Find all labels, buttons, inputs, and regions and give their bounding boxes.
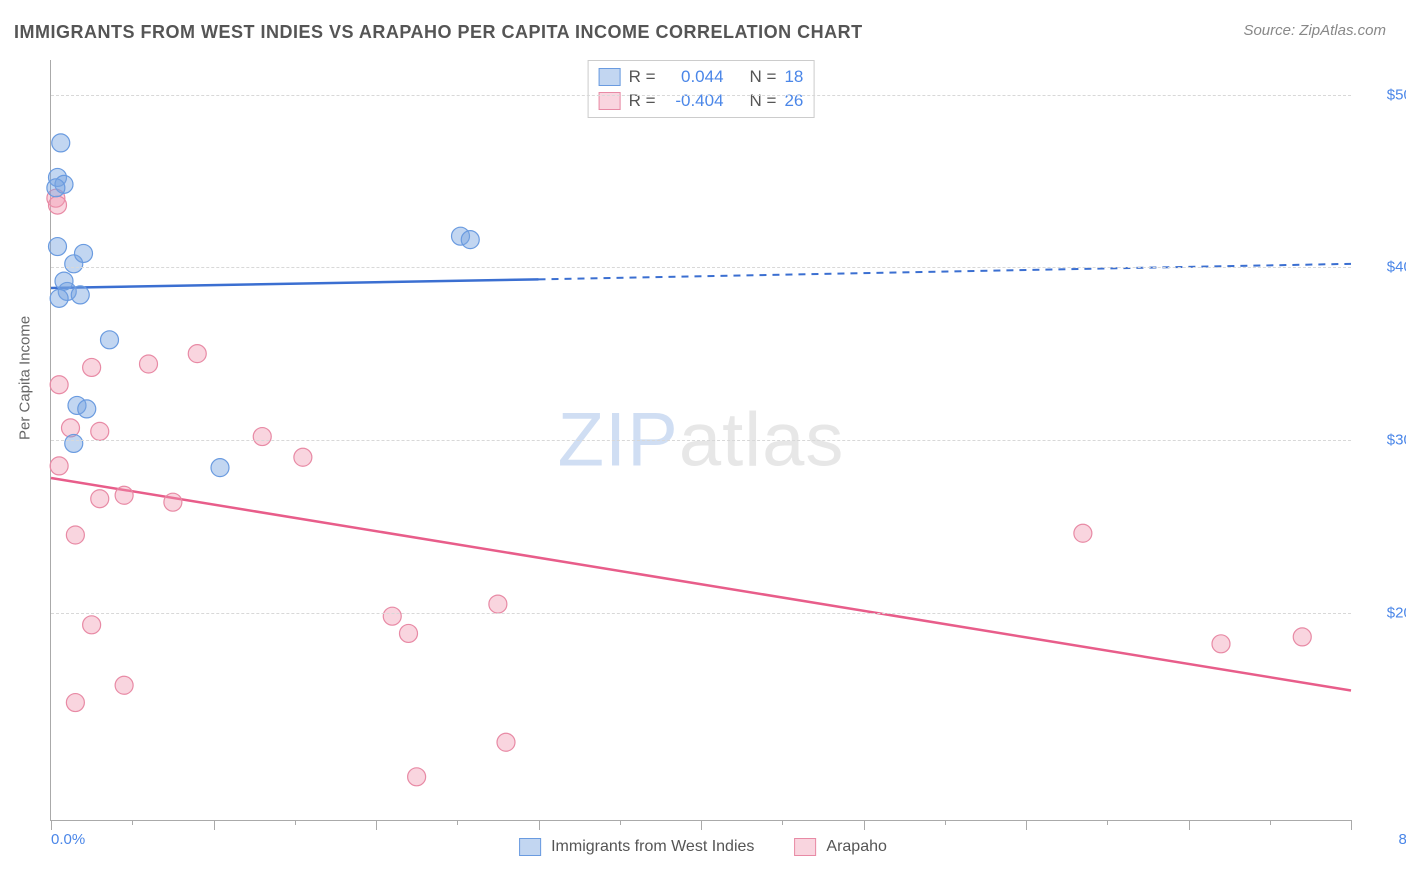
x-tick (51, 820, 52, 830)
datapoint-blue (55, 272, 73, 290)
y-tick-label: $30,000 (1361, 432, 1406, 449)
gridline (51, 95, 1351, 96)
datapoint-pink (91, 490, 109, 508)
trendline-blue-solid (51, 279, 539, 288)
datapoint-blue (461, 231, 479, 249)
x-tick (782, 820, 783, 825)
datapoint-pink (164, 493, 182, 511)
stat-legend: R = 0.044 N = 18 R = -0.404 N = 26 (588, 60, 815, 118)
legend-swatch-pink (794, 838, 816, 856)
r-value-pink: -0.404 (664, 89, 724, 113)
stat-row-blue: R = 0.044 N = 18 (599, 65, 804, 89)
trendline-pink (51, 478, 1351, 690)
datapoint-pink (49, 196, 67, 214)
datapoint-pink (140, 355, 158, 373)
legend-label-pink: Arapaho (826, 838, 887, 856)
datapoint-pink (497, 733, 515, 751)
y-tick-label: $50,000 (1361, 86, 1406, 103)
r-label-pink: R = (629, 89, 656, 113)
datapoint-blue (78, 400, 96, 418)
y-tick-label: $40,000 (1361, 259, 1406, 276)
r-label-blue: R = (629, 65, 656, 89)
x-tick (1107, 820, 1108, 825)
datapoint-pink (115, 486, 133, 504)
datapoint-blue (52, 134, 70, 152)
chart-container: IMMIGRANTS FROM WEST INDIES VS ARAPAHO P… (0, 0, 1406, 892)
n-value-pink: 26 (784, 89, 803, 113)
legend-swatch-blue (519, 838, 541, 856)
swatch-blue (599, 68, 621, 86)
x-tick (457, 820, 458, 825)
x-tick (539, 820, 540, 830)
legend-label-blue: Immigrants from West Indies (551, 838, 754, 856)
r-value-blue: 0.044 (664, 65, 724, 89)
datapoint-pink (62, 419, 80, 437)
x-tick (132, 820, 133, 825)
datapoint-blue (101, 331, 119, 349)
x-tick (945, 820, 946, 825)
datapoint-pink (253, 428, 271, 446)
datapoint-blue (49, 238, 67, 256)
x-max-label: 80.0% (1361, 831, 1406, 848)
y-axis-label: Per Capita Income (17, 316, 34, 440)
datapoint-blue (65, 434, 83, 452)
x-tick (620, 820, 621, 825)
datapoint-pink (1212, 635, 1230, 653)
datapoint-pink (294, 448, 312, 466)
datapoint-pink (1293, 628, 1311, 646)
chart-title: IMMIGRANTS FROM WEST INDIES VS ARAPAHO P… (14, 22, 863, 43)
datapoint-pink (408, 768, 426, 786)
source-label: Source: ZipAtlas.com (1243, 22, 1386, 39)
datapoint-pink (400, 624, 418, 642)
datapoint-pink (83, 358, 101, 376)
gridline (51, 267, 1351, 268)
n-label-pink: N = (750, 89, 777, 113)
x-tick (1270, 820, 1271, 825)
stat-row-pink: R = -0.404 N = 26 (599, 89, 804, 113)
datapoint-pink (115, 676, 133, 694)
plot-area: ZIPatlas R = 0.044 N = 18 R = -0.404 N =… (50, 60, 1351, 821)
y-tick-label: $20,000 (1361, 604, 1406, 621)
x-tick (1026, 820, 1027, 830)
datapoint-pink (50, 457, 68, 475)
n-label-blue: N = (750, 65, 777, 89)
datapoint-blue (75, 244, 93, 262)
gridline (51, 440, 1351, 441)
datapoint-pink (91, 422, 109, 440)
x-tick (376, 820, 377, 830)
n-value-blue: 18 (784, 65, 803, 89)
datapoint-pink (83, 616, 101, 634)
bottom-legend: Immigrants from West Indies Arapaho (519, 838, 887, 856)
trendline-blue-dashed (539, 264, 1352, 280)
x-min-label: 0.0% (51, 831, 85, 848)
datapoint-pink (1074, 524, 1092, 542)
x-tick (701, 820, 702, 830)
datapoint-pink (66, 694, 84, 712)
x-tick (214, 820, 215, 830)
datapoint-pink (188, 345, 206, 363)
x-tick (1189, 820, 1190, 830)
gridline (51, 613, 1351, 614)
datapoint-blue (47, 179, 65, 197)
datapoint-pink (489, 595, 507, 613)
datapoint-pink (66, 526, 84, 544)
x-tick (295, 820, 296, 825)
datapoint-blue (50, 289, 68, 307)
datapoint-blue (71, 286, 89, 304)
datapoint-pink (50, 376, 68, 394)
x-tick (864, 820, 865, 830)
datapoint-pink (383, 607, 401, 625)
x-tick (1351, 820, 1352, 830)
datapoint-blue (211, 459, 229, 477)
